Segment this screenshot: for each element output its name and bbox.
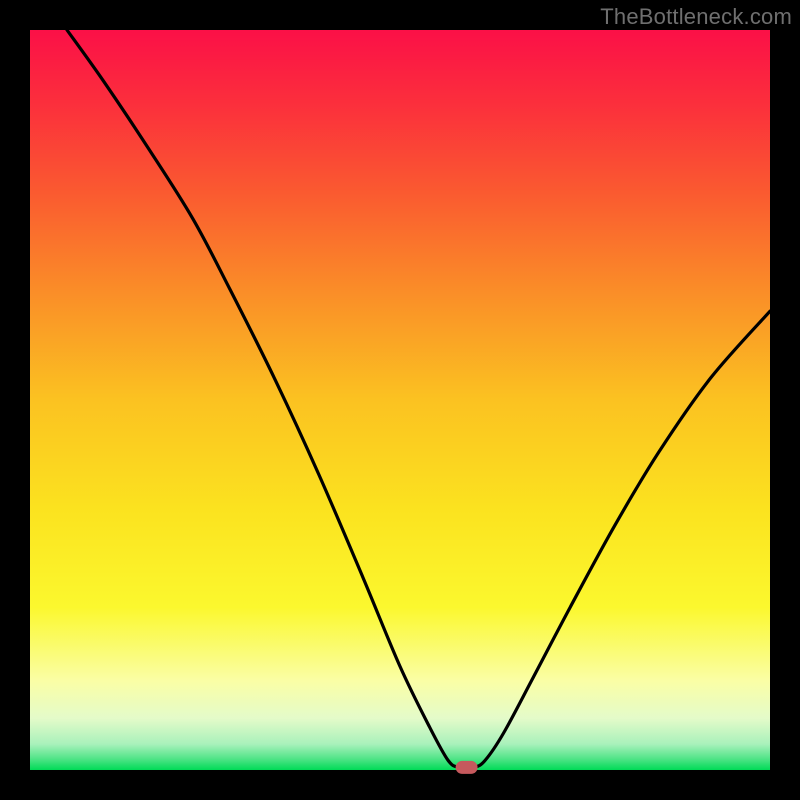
bottleneck-chart: [0, 0, 800, 800]
optimal-point-marker: [456, 761, 478, 774]
chart-container: TheBottleneck.com: [0, 0, 800, 800]
plot-area: [30, 30, 770, 770]
watermark-text: TheBottleneck.com: [600, 4, 792, 30]
